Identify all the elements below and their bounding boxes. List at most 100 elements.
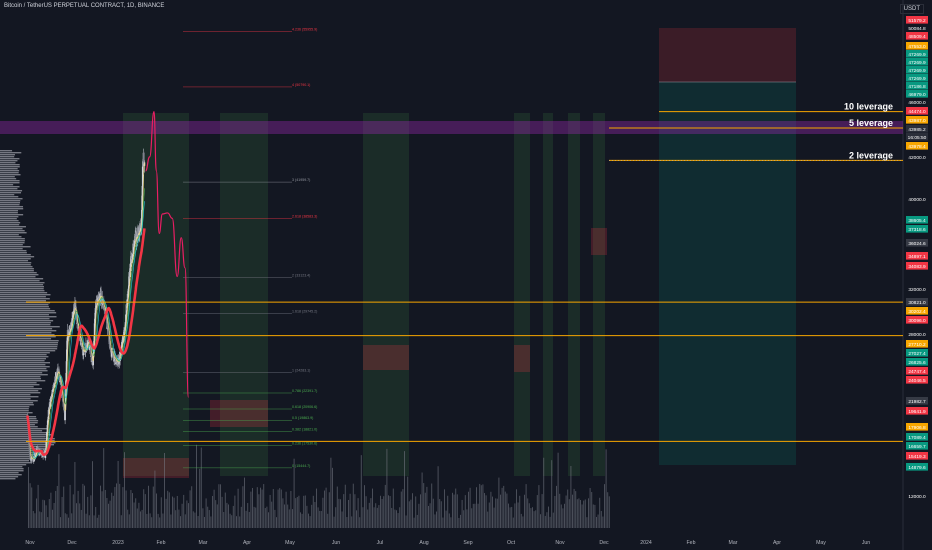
candle-body — [95, 299, 98, 302]
volume-bar — [351, 516, 353, 528]
candle-body — [126, 304, 129, 307]
volume-bar — [402, 489, 404, 528]
price-axis-tag-bg — [906, 298, 928, 306]
volume-bar — [426, 486, 428, 528]
volume-bar — [44, 500, 45, 528]
volume-profile-bar — [0, 424, 35, 426]
volume-bar — [226, 502, 228, 528]
volume-bar — [365, 496, 367, 528]
volume-bar — [276, 517, 277, 528]
volume-bar — [146, 513, 148, 528]
candle-body — [46, 425, 49, 432]
volume-profile-bar — [0, 264, 31, 266]
volume-profile-bar — [0, 298, 50, 300]
volume-bar — [370, 498, 372, 528]
price-axis-label: 40000.0 — [908, 197, 926, 203]
candle-body — [67, 329, 69, 336]
volume-profile-bar — [0, 268, 34, 270]
volume-bar — [244, 477, 245, 528]
volume-bar — [386, 448, 388, 528]
candle-body — [35, 452, 38, 455]
candle-body — [124, 328, 126, 331]
volume-bar — [172, 496, 173, 528]
volume-profile-bar — [0, 370, 48, 372]
x-tick-label: Dec — [599, 540, 609, 546]
volume-profile-bar — [0, 458, 30, 460]
price-axis-tag-bg — [906, 125, 928, 133]
volume-bar — [60, 517, 61, 528]
volume-profile-bar — [0, 242, 25, 244]
volume-profile-bar — [0, 240, 25, 242]
volume-bar — [565, 495, 567, 528]
price-axis-tag-bg — [906, 407, 928, 415]
volume-bar — [524, 494, 525, 528]
volume-bar — [546, 512, 548, 528]
volume-bar — [448, 513, 450, 528]
volume-bar — [575, 491, 577, 528]
candle-body — [58, 377, 61, 380]
price-axis-label: 27710.2 — [908, 342, 926, 348]
volume-bar — [164, 452, 165, 528]
price-axis-label: 50084.8 — [908, 26, 926, 32]
volume-bar — [194, 512, 196, 528]
volume-bar — [514, 503, 516, 528]
volume-profile-bar — [0, 232, 27, 234]
volume-profile-bar — [0, 156, 15, 158]
volume-bar — [412, 493, 413, 528]
candle-body — [76, 312, 78, 325]
price-axis-label: 47269.9 — [908, 68, 926, 74]
volume-bar — [383, 496, 385, 528]
volume-profile-bar — [0, 222, 21, 224]
volume-bar — [549, 516, 551, 528]
volume-bar — [125, 490, 127, 528]
volume-profile-bar — [0, 188, 18, 190]
candle-body — [101, 302, 103, 304]
volume-profile-bar — [0, 428, 48, 430]
volume-bar — [503, 485, 505, 528]
volume-bar — [332, 467, 333, 528]
currency-badge[interactable]: USDT — [899, 4, 924, 14]
volume-profile-bar — [0, 416, 37, 418]
candle-body — [89, 344, 92, 346]
candle-body — [125, 314, 127, 324]
volume-profile-bar — [0, 262, 32, 264]
volume-bar — [335, 507, 337, 528]
green-zone-6 — [593, 113, 605, 476]
volume-profile-bar — [0, 354, 47, 356]
candle-body — [143, 152, 145, 165]
volume-bar — [341, 511, 343, 528]
volume-bar — [279, 488, 281, 528]
volume-bar — [415, 496, 417, 528]
candle-body — [28, 444, 30, 447]
volume-bar — [604, 484, 605, 528]
volume-bar — [292, 509, 293, 528]
volume-bar — [400, 491, 402, 528]
volume-bar — [605, 449, 607, 528]
volume-profile-bar — [0, 470, 24, 472]
volume-profile-bar — [0, 460, 29, 462]
volume-bar — [175, 510, 177, 528]
volume-bar — [452, 492, 453, 528]
volume-profile-bar — [0, 224, 20, 226]
volume-bar — [432, 498, 434, 528]
volume-bar — [215, 500, 217, 528]
volume-bar — [447, 495, 449, 528]
volume-profile-bar — [0, 208, 24, 210]
volume-bar — [375, 503, 377, 528]
volume-bar — [544, 515, 546, 528]
volume-profile-bar — [0, 270, 34, 272]
candle-body — [134, 233, 136, 242]
volume-bar — [588, 498, 589, 528]
volume-bar — [434, 514, 436, 528]
volume-bar — [191, 486, 193, 528]
candle-body — [59, 380, 62, 382]
volume-profile-bar — [0, 186, 20, 188]
volume-bar — [69, 484, 71, 528]
price-axis-tag-bg — [906, 423, 928, 431]
candle-body — [88, 341, 91, 344]
volume-profile-bar — [0, 318, 50, 320]
candle-body — [70, 324, 72, 329]
price-axis-label: 47269.9 — [908, 60, 926, 66]
volume-bar — [552, 512, 554, 528]
